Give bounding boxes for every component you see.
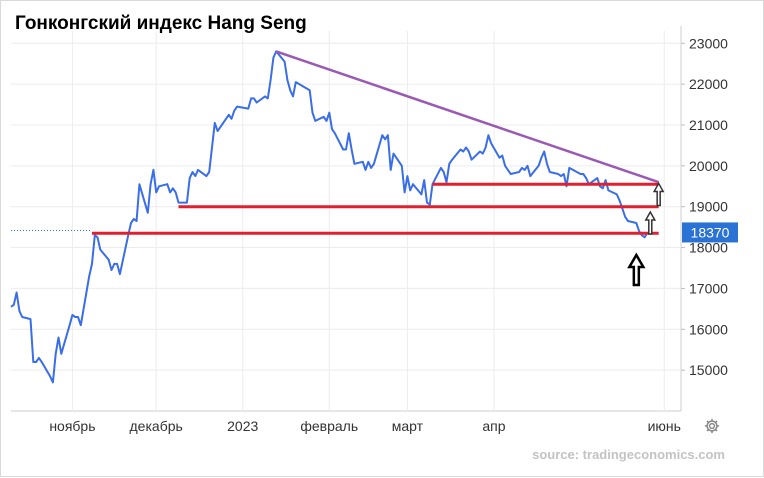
value-badge-label: 18370 — [691, 224, 730, 240]
annotations-layer — [91, 50, 665, 287]
trendline — [275, 50, 660, 184]
x-tick-label: февраль — [300, 418, 358, 434]
current-value-badge: 18370 — [11, 222, 738, 243]
x-axis: ноябрь декабрь 2023 февраль март апр июнь — [49, 418, 681, 434]
y-tick-label: 15000 — [689, 362, 728, 378]
gear-icon[interactable] — [701, 415, 723, 437]
y-tick-label: 17000 — [689, 280, 728, 296]
y-tick-label: 19000 — [689, 199, 728, 215]
y-tick-label: 16000 — [689, 321, 728, 337]
y-tick-label: 18000 — [689, 240, 728, 256]
x-tick-label: ноябрь — [49, 418, 95, 434]
y-axis: 15000 16000 17000 18000 19000 20000 21000 22000… — [681, 35, 728, 378]
y-tick-label: 20000 — [689, 158, 728, 174]
source-link[interactable]: source: tradingeconomics.com — [532, 447, 725, 462]
x-tick-label: март — [392, 418, 424, 434]
y-tick-label: 21000 — [689, 117, 728, 133]
value-badge-bg — [682, 222, 738, 243]
x-tick-label: апр — [482, 418, 505, 434]
x-tick-label: 2023 — [227, 418, 258, 434]
x-tick-label: декабрь — [130, 418, 183, 434]
chart-title: Гонконгский индекс Hang Seng — [15, 13, 307, 34]
y-tick-label: 23000 — [689, 35, 728, 51]
up-arrow-icon — [644, 210, 657, 235]
up-arrow-icon — [652, 181, 665, 207]
grid-lines — [11, 26, 682, 412]
y-tick-label: 22000 — [689, 76, 728, 92]
series-line — [10, 50, 649, 384]
x-tick-label: июнь — [648, 418, 681, 434]
series-layer — [10, 50, 649, 384]
up-arrow-icon — [627, 252, 646, 287]
